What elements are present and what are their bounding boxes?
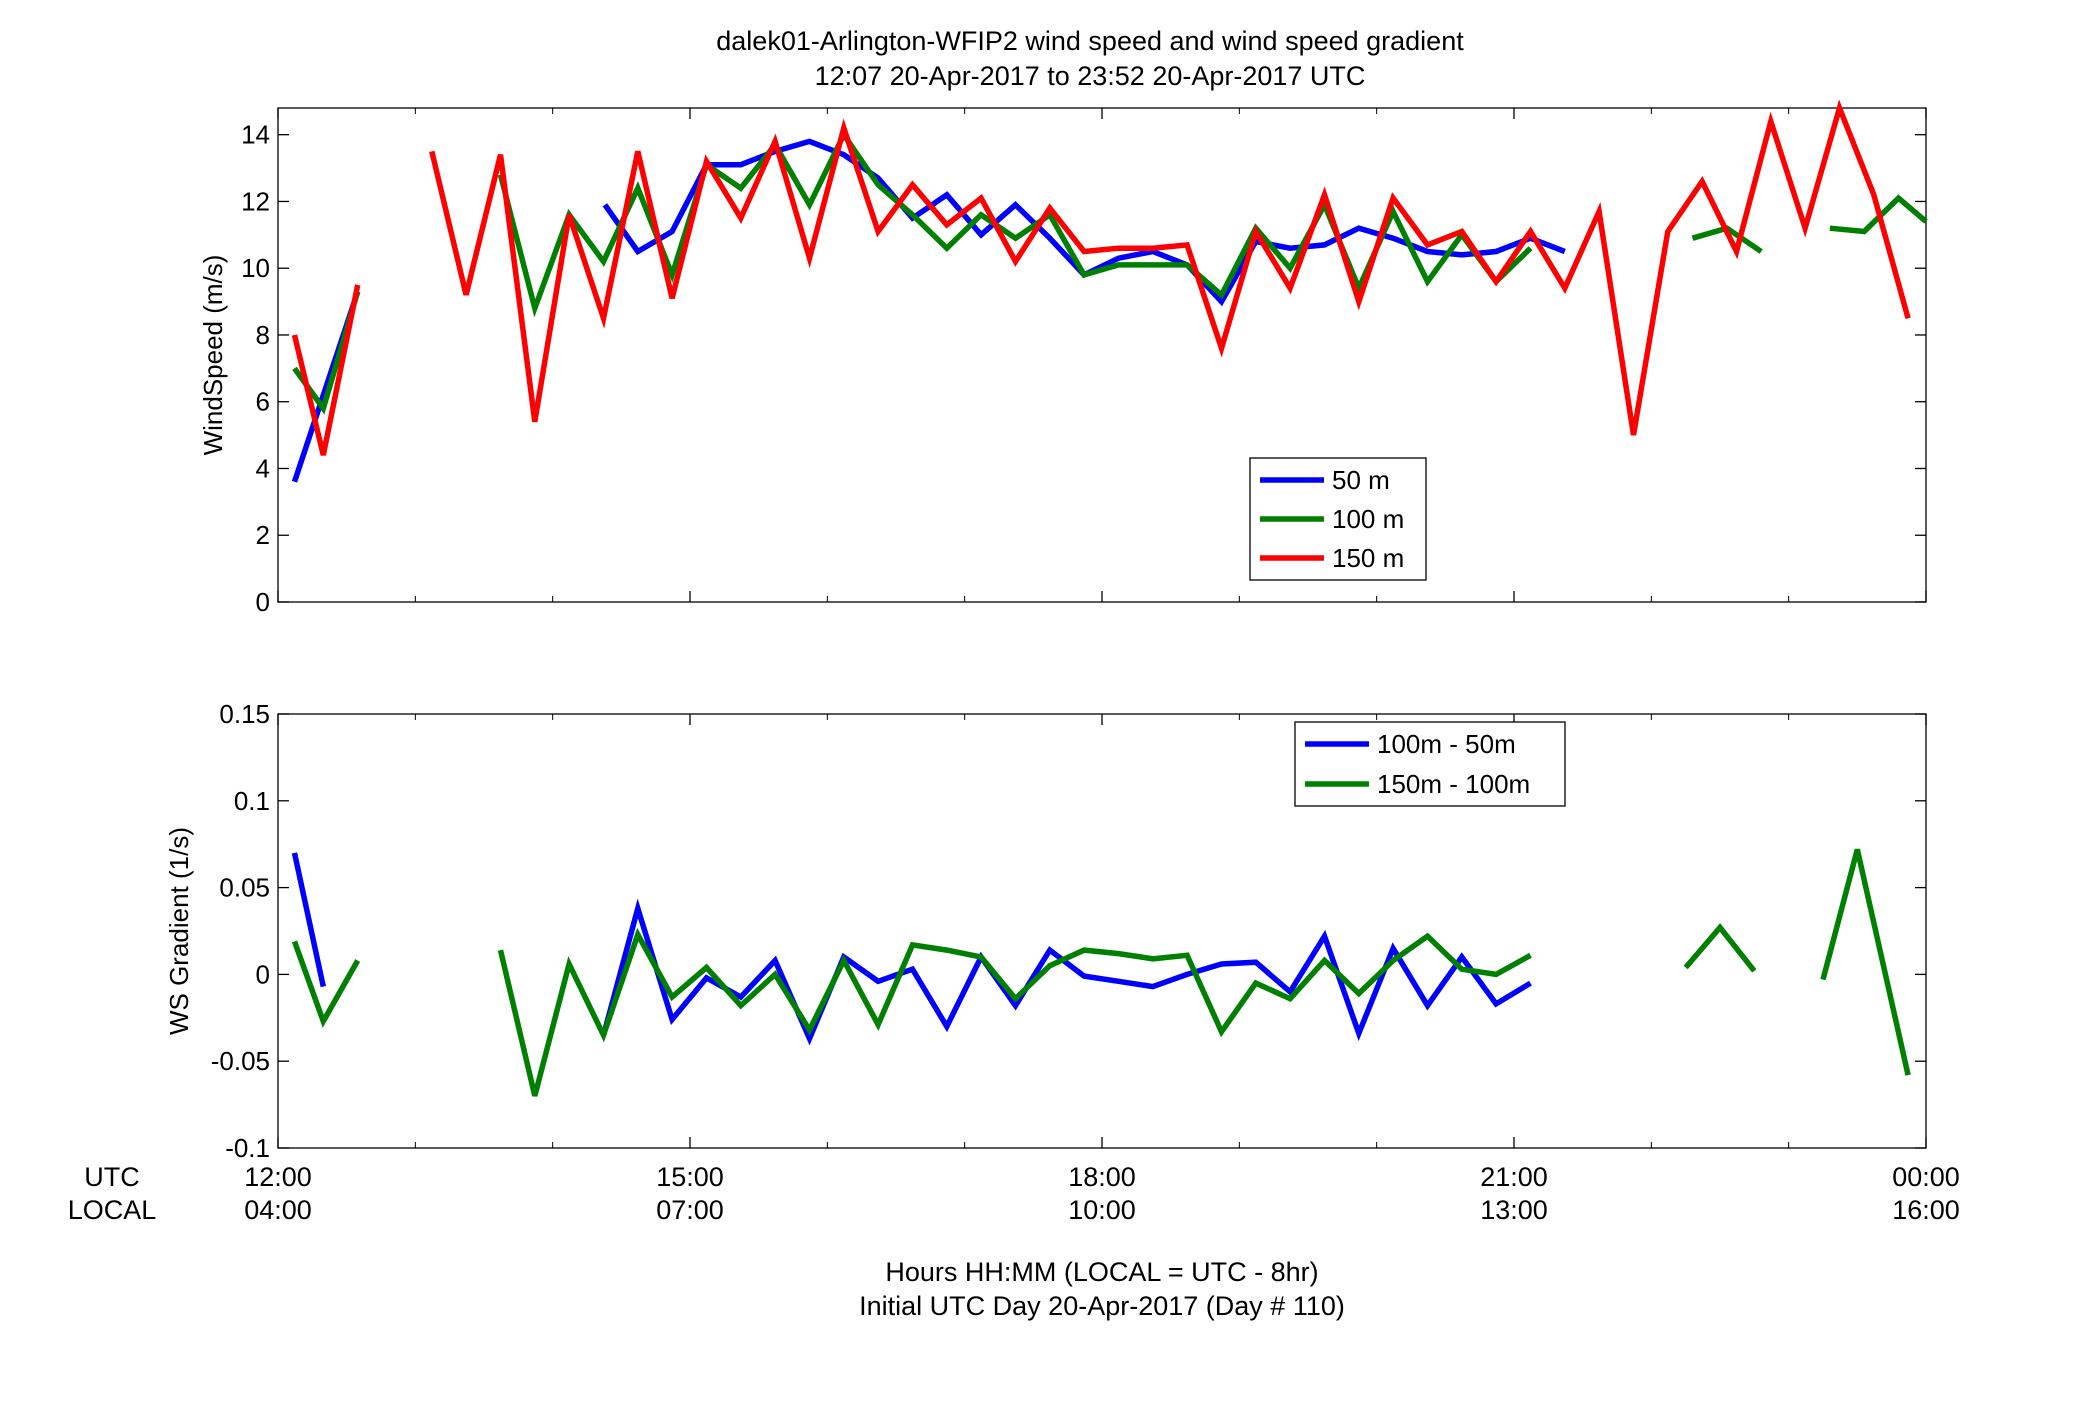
y-tick-label: 0 <box>256 587 270 617</box>
y-tick-label: 0.05 <box>219 873 270 903</box>
legend-box <box>1294 721 1566 807</box>
y-tick-label: 0.1 <box>234 786 270 816</box>
series-line <box>600 898 1532 1046</box>
wind-speed-legend: 50 m 100 m 150 m <box>1249 457 1427 581</box>
ws-gradient-plot-area <box>277 713 1927 1149</box>
utc-tick-label: 00:00 <box>1892 1162 1960 1192</box>
series-150m-100m <box>291 848 1911 1097</box>
local-tick-label: 04:00 <box>244 1195 312 1225</box>
wind-speed-panel: 0 2 4 6 8 10 12 14 WindSpeed (m/s) 50 m 100 m 150… <box>198 99 1928 617</box>
local-tick-label: 10:00 <box>1068 1195 1136 1225</box>
utc-tick-label: 21:00 <box>1480 1162 1548 1192</box>
series-line <box>497 927 1532 1097</box>
y-tick-label: 0.15 <box>219 699 270 729</box>
series-line <box>291 284 361 456</box>
series-line <box>291 852 326 988</box>
y-tick-label: 12 <box>241 186 270 216</box>
y-tick-label: 14 <box>241 120 270 150</box>
utc-tick-label: 18:00 <box>1068 1162 1136 1192</box>
y-tick-label: -0.1 <box>225 1133 270 1163</box>
y-tick-label: 10 <box>241 253 270 283</box>
utc-tick-label: 15:00 <box>656 1162 724 1192</box>
series-line <box>429 99 1911 436</box>
x-axis-label: Hours HH:MM (LOCAL = UTC - 8hr) <box>885 1257 1318 1287</box>
utc-tick-label: 12:00 <box>244 1162 312 1192</box>
x-axis-sublabel: Initial UTC Day 20-Apr-2017 (Day # 110) <box>859 1291 1345 1321</box>
local-tick-label: 07:00 <box>656 1195 724 1225</box>
legend-label: 100 m <box>1332 504 1404 534</box>
local-row-label: LOCAL <box>68 1195 157 1225</box>
ws-gradient-ylabel: WS Gradient (1/s) <box>164 827 194 1035</box>
local-tick-label: 13:00 <box>1480 1195 1548 1225</box>
chart-title: dalek01-Arlington-WFIP2 wind speed and w… <box>716 26 1464 56</box>
local-tick-label: 16:00 <box>1892 1195 1960 1225</box>
chart-subtitle: 12:07 20-Apr-2017 to 23:52 20-Apr-2017 U… <box>815 61 1366 91</box>
legend-label: 150 m <box>1332 543 1404 573</box>
y-tick-label: 8 <box>256 320 270 350</box>
series-line <box>291 940 361 1028</box>
series-150-m <box>291 99 1911 456</box>
series-line <box>1820 848 1911 1076</box>
wind-speed-ylabel: WindSpeed (m/s) <box>198 255 228 456</box>
legend-label: 50 m <box>1332 465 1390 495</box>
y-tick-label: 4 <box>256 453 270 483</box>
legend-label: 150m - 100m <box>1377 769 1530 799</box>
legend-label: 100m - 50m <box>1377 729 1516 759</box>
y-tick-label: -0.05 <box>211 1046 270 1076</box>
series-line <box>497 129 1533 318</box>
series-100m-50m <box>291 852 1532 1046</box>
y-tick-label: 2 <box>256 520 270 550</box>
series-line <box>1683 923 1757 973</box>
utc-tick-labels: 12:00 15:00 18:00 21:00 00:00 <box>244 1162 1960 1192</box>
local-tick-labels: 04:00 07:00 10:00 13:00 16:00 <box>244 1195 1960 1225</box>
y-tick-label: 6 <box>256 387 270 417</box>
ws-gradient-legend: 100m - 50m 150m - 100m <box>1294 721 1566 807</box>
y-tick-label: 0 <box>256 959 270 989</box>
wind-speed-plot-area <box>277 107 1927 603</box>
utc-row-label: UTC <box>84 1162 140 1192</box>
